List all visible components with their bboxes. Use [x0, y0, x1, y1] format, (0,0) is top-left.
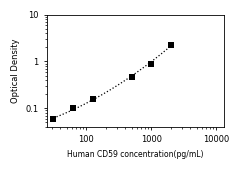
Point: [52, 118, 55, 121]
Point: [149, 62, 153, 65]
X-axis label: Human CD59 concentration(pg/mL): Human CD59 concentration(pg/mL): [67, 150, 204, 159]
Point: [130, 75, 134, 78]
Point: [71, 107, 75, 110]
Point: [169, 43, 173, 46]
Y-axis label: Optical Density: Optical Density: [11, 39, 20, 103]
Point: [91, 97, 95, 100]
